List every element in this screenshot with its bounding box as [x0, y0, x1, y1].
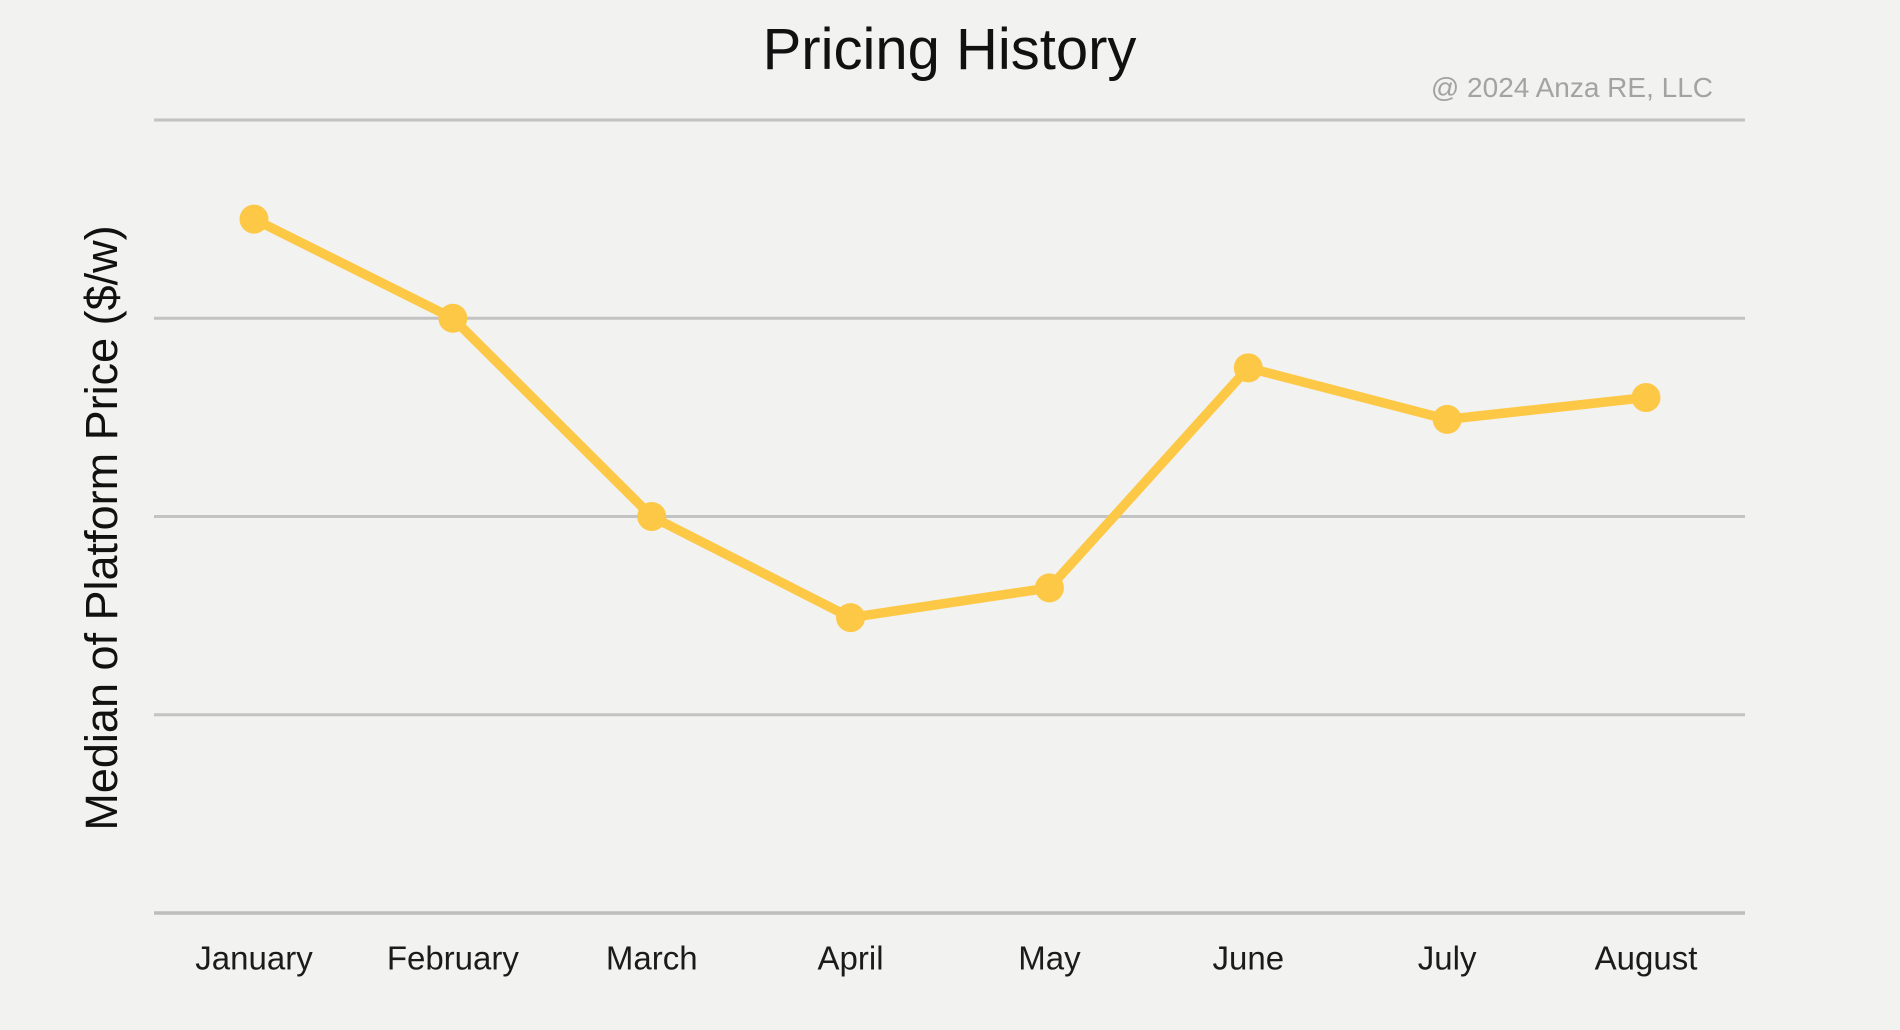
x-tick-label: February	[387, 940, 520, 977]
x-tick-label: July	[1418, 940, 1477, 977]
x-tick-label: April	[818, 940, 884, 977]
x-tick-label: January	[195, 940, 313, 977]
x-tick-label: May	[1018, 940, 1081, 977]
data-point-march	[637, 502, 667, 531]
data-point-april	[836, 603, 866, 633]
data-point-july	[1432, 404, 1462, 434]
x-tick-label: August	[1595, 940, 1698, 977]
x-tick-label: June	[1213, 940, 1285, 977]
chart-title: Pricing History	[762, 17, 1137, 82]
data-point-may	[1034, 573, 1064, 603]
data-point-january	[239, 204, 269, 234]
data-point-february	[438, 303, 468, 333]
data-point-june	[1233, 353, 1263, 383]
data-point-august	[1631, 383, 1661, 413]
copyright-attribution: @ 2024 Anza RE, LLC	[1430, 72, 1713, 103]
price-series-line	[249, 214, 1651, 623]
x-tick-label: March	[606, 940, 698, 977]
